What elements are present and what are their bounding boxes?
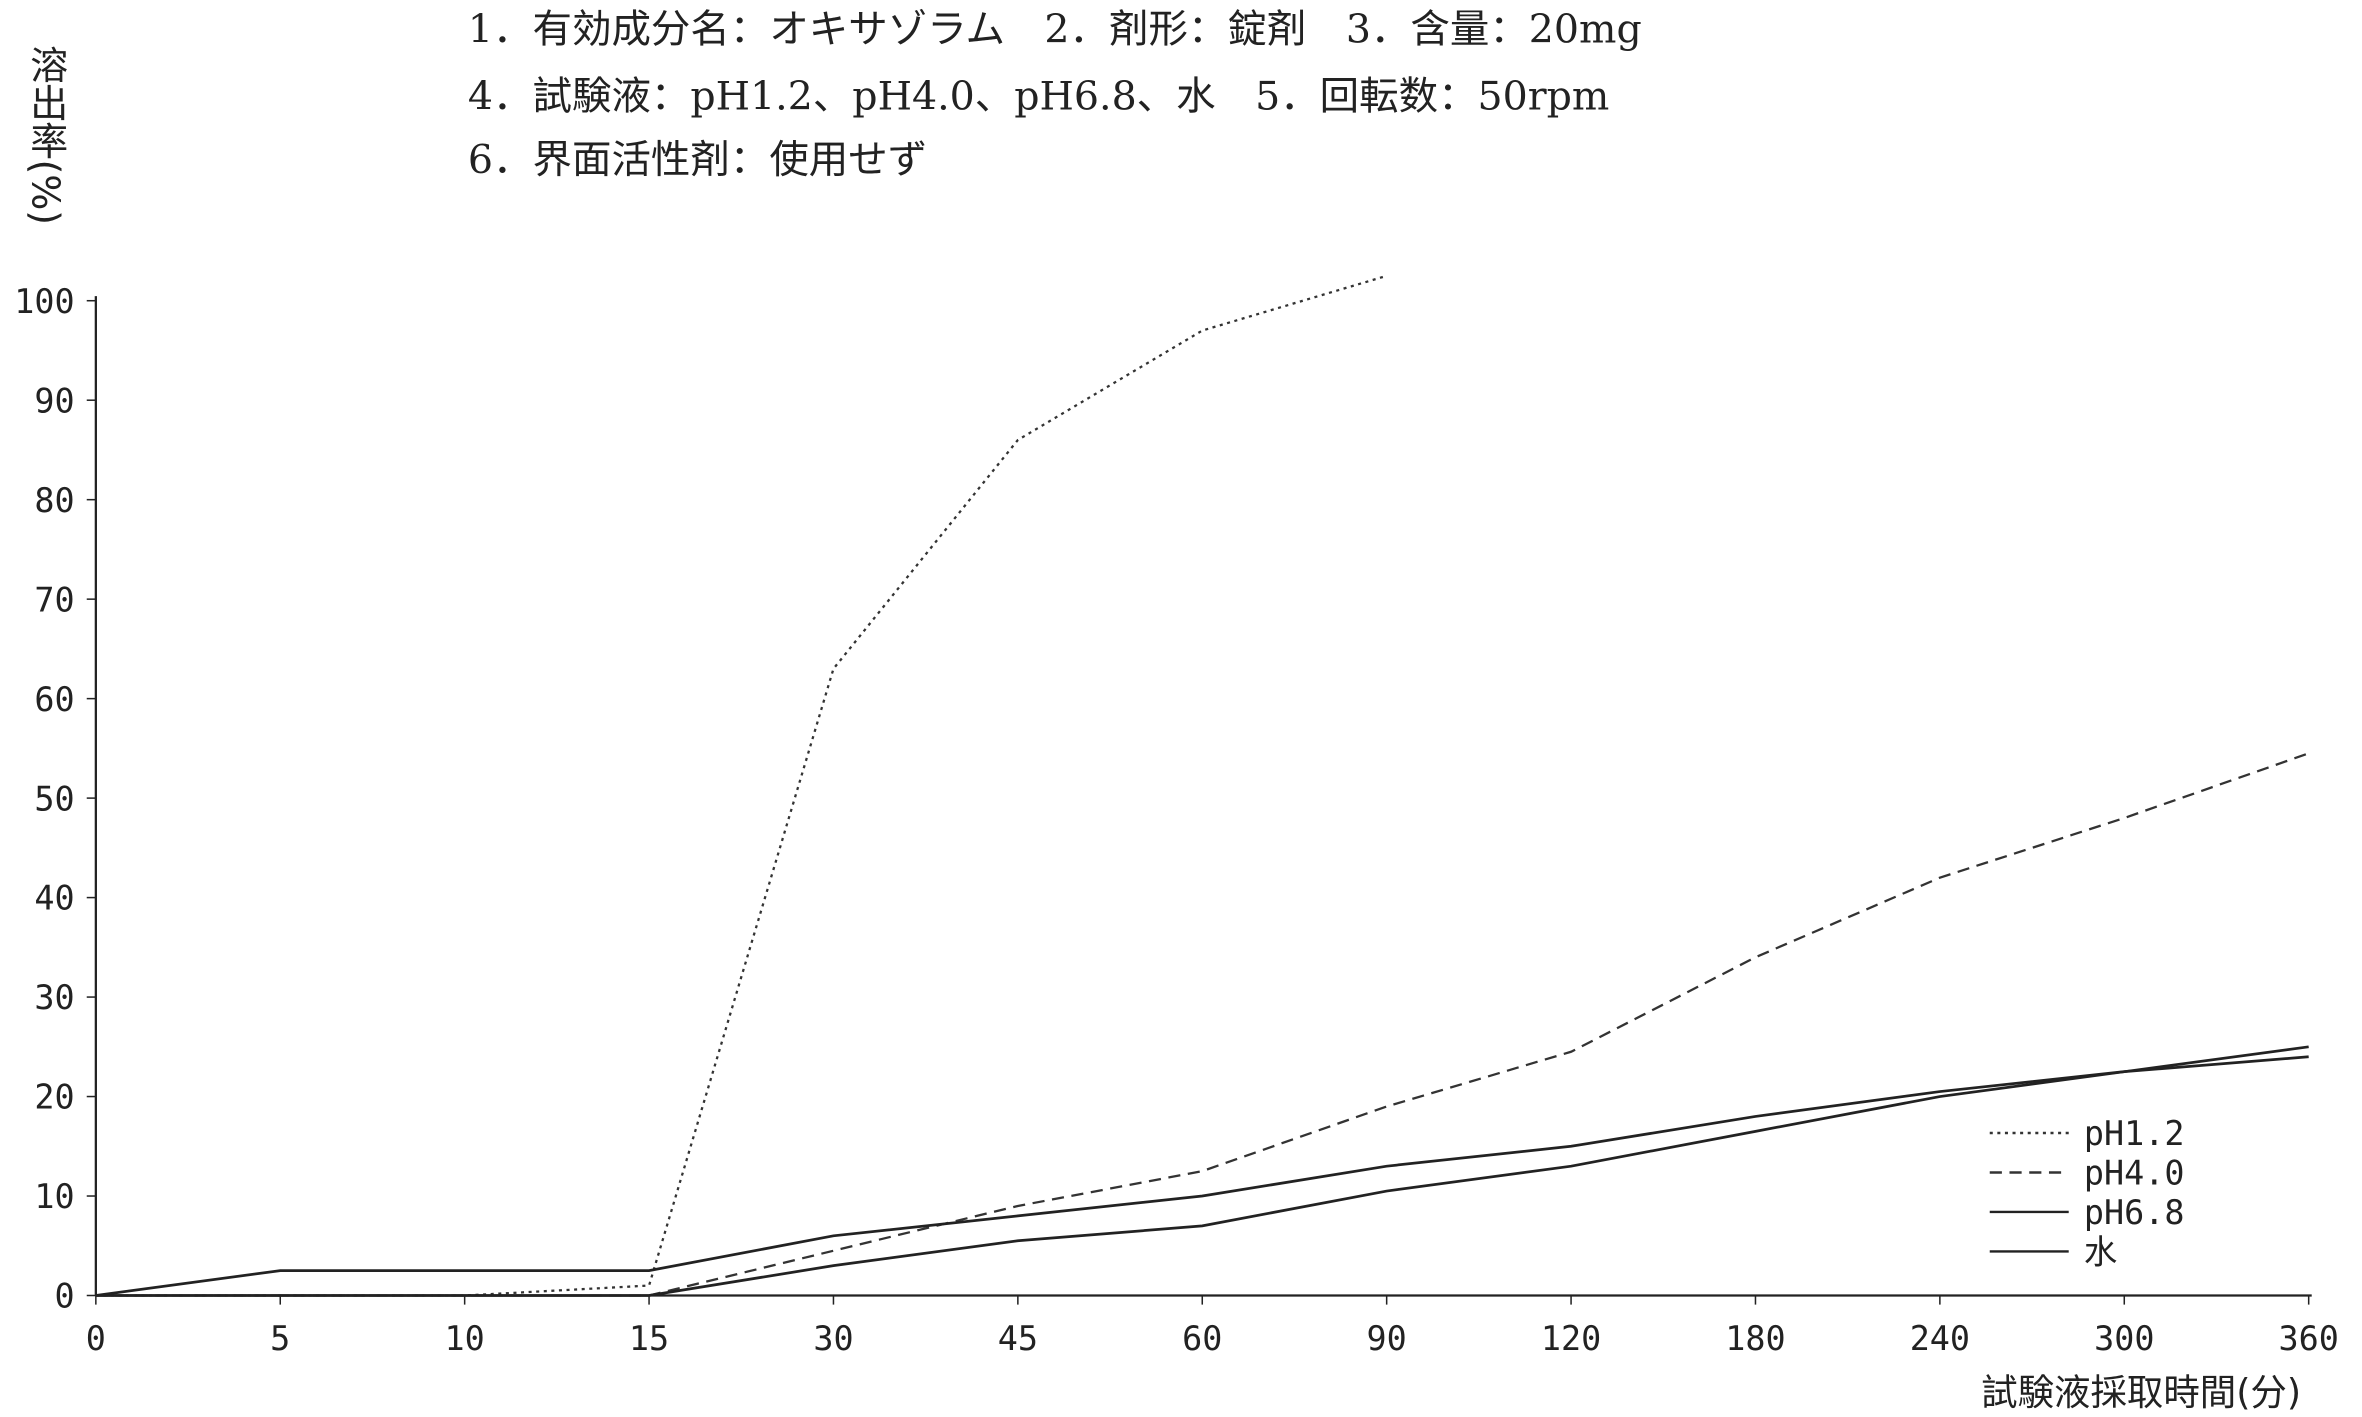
y-tick-label: 70 xyxy=(34,580,74,619)
legend-label: pH4.0 xyxy=(2084,1154,2185,1193)
x-tick-label: 240 xyxy=(1910,1319,1970,1358)
x-tick-label: 360 xyxy=(2279,1319,2339,1358)
x-tick-label: 180 xyxy=(1725,1319,1785,1358)
y-tick-label: 50 xyxy=(34,779,74,818)
legend-label: pH6.8 xyxy=(2084,1193,2185,1232)
x-tick-label: 300 xyxy=(2094,1319,2154,1358)
x-tick-label: 10 xyxy=(445,1319,485,1358)
legend-label: pH1.2 xyxy=(2084,1114,2185,1153)
series-line xyxy=(95,274,1387,1297)
y-tick-label: 100 xyxy=(14,282,74,321)
header-line: 1．有効成分名：オキサゾラム 2．剤形：錠剤 3．含量：20mg xyxy=(468,7,1642,53)
y-tick-label: 60 xyxy=(34,680,74,719)
series-line xyxy=(95,752,2310,1297)
x-tick-label: 15 xyxy=(629,1319,669,1358)
header-line: 4．試験液：pH1.2、pH4.0、pH6.8、水 5．回転数：50rpm xyxy=(468,73,1609,119)
x-tick-label: 120 xyxy=(1541,1319,1601,1358)
x-tick-label: 30 xyxy=(813,1319,853,1358)
y-tick-label: 30 xyxy=(34,978,74,1017)
series-line xyxy=(95,1045,2309,1297)
y-tick-label: 10 xyxy=(34,1177,74,1216)
x-axis-label: 試験液採取時間(分) xyxy=(1981,1371,2301,1414)
legend-label: 水 xyxy=(2084,1233,2117,1272)
x-tick-label: 90 xyxy=(1367,1319,1407,1358)
x-tick-label: 0 xyxy=(86,1319,106,1358)
x-tick-label: 5 xyxy=(270,1319,290,1358)
y-tick-label: 20 xyxy=(34,1078,74,1117)
y-axis-label: 溶出率(%) xyxy=(24,46,68,226)
x-tick-label: 45 xyxy=(998,1319,1038,1358)
y-tick-label: 0 xyxy=(54,1277,74,1316)
header-line: 6．界面活性剤：使用せず xyxy=(468,137,927,183)
x-tick-label: 60 xyxy=(1182,1319,1222,1358)
y-tick-label: 40 xyxy=(34,879,74,918)
y-tick-label: 90 xyxy=(34,381,74,420)
series-line xyxy=(95,1055,2309,1297)
y-tick-label: 80 xyxy=(34,481,74,520)
